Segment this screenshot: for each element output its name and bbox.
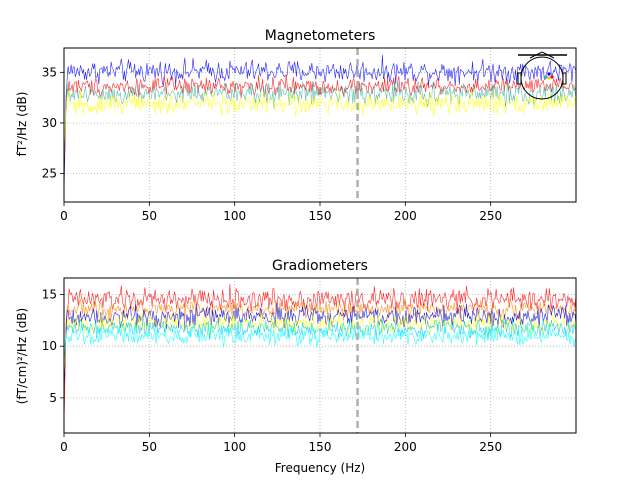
spectrum-line bbox=[63, 298, 577, 410]
gradiometers-grid bbox=[64, 278, 576, 433]
head-ear-left bbox=[517, 72, 522, 85]
magnetometers-title: Magnetometers bbox=[265, 28, 376, 44]
sensor-dot-red bbox=[550, 75, 554, 79]
y-tick-label: 35 bbox=[42, 65, 57, 79]
x-tick-label: 250 bbox=[479, 209, 502, 223]
sensor-dot-teal bbox=[544, 75, 548, 79]
spectrum-line bbox=[63, 302, 577, 395]
gradiometers-ylabel: (fT/cm)²/Hz (dB) bbox=[15, 308, 29, 404]
sensor-dot-yellow bbox=[547, 76, 551, 80]
magnetometers-series bbox=[63, 55, 577, 195]
y-tick-label: 5 bbox=[49, 391, 57, 405]
y-tick-label: 30 bbox=[42, 116, 57, 130]
head-nose bbox=[529, 51, 555, 59]
x-tick-label: 0 bbox=[60, 440, 68, 454]
x-tick-label: 0 bbox=[60, 209, 68, 223]
sensor-dot-blue bbox=[547, 72, 551, 76]
sensor-layout-inset bbox=[517, 51, 567, 100]
x-tick-label: 250 bbox=[479, 440, 502, 454]
head-ear-right bbox=[562, 72, 567, 85]
x-tick-label: 200 bbox=[394, 209, 417, 223]
y-tick-label: 10 bbox=[42, 339, 57, 353]
x-tick-label: 50 bbox=[142, 209, 157, 223]
magnetometers-ylabel: fT²/Hz (dB) bbox=[15, 92, 29, 157]
gradiometers-panel: Gradiometers (fT/cm)²/Hz (dB) Frequency … bbox=[15, 258, 577, 475]
spectrum-line bbox=[63, 79, 577, 164]
spectrum-line bbox=[63, 55, 577, 195]
gradiometers-series bbox=[63, 284, 577, 426]
spectrum-line bbox=[63, 74, 577, 179]
spectrum-line bbox=[63, 89, 577, 149]
x-tick-label: 100 bbox=[223, 209, 246, 223]
x-tick-label: 150 bbox=[309, 440, 332, 454]
x-tick-label: 100 bbox=[223, 440, 246, 454]
magnetometers-panel: Magnetometers fT²/Hz (dB) 0 50 100 150 200 25… bbox=[15, 28, 577, 223]
magnetometers-ticks: 0 50 100 150 200 250 25 30 35 bbox=[42, 65, 502, 223]
x-tick-label: 200 bbox=[394, 440, 417, 454]
gradiometers-xlabel: Frequency (Hz) bbox=[275, 461, 366, 475]
x-tick-label: 150 bbox=[309, 209, 332, 223]
gradiometers-title: Gradiometers bbox=[272, 258, 368, 274]
gradiometers-ticks: 0 50 100 150 200 250 5 10 15 bbox=[42, 288, 502, 454]
spectrum-line bbox=[63, 324, 577, 348]
y-tick-label: 25 bbox=[42, 167, 57, 181]
x-tick-label: 50 bbox=[142, 440, 157, 454]
y-tick-label: 15 bbox=[42, 288, 57, 302]
